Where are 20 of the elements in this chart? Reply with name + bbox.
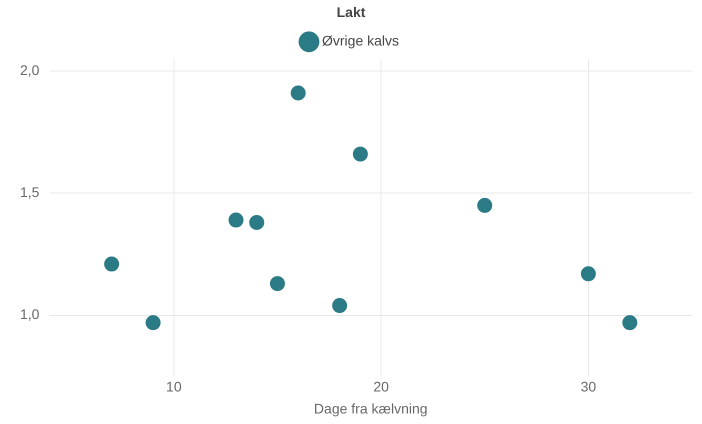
point [477,198,492,213]
x-tick-label: 30 [580,378,596,395]
y-tick-label: 1,5 [20,184,40,200]
x-axis-title: Dage fra kælvning [314,400,428,416]
legend-title: Lakt [336,4,366,20]
point [270,276,285,292]
point [332,298,348,314]
point [146,315,161,330]
x-tick-label: 10 [166,378,182,395]
point [290,86,306,101]
y-tick-label: 1,0 [20,306,40,322]
point [352,146,368,162]
y-tick-label: 2,0 [20,62,40,78]
point [580,266,596,282]
point [104,256,120,272]
point [622,315,638,330]
point [228,212,244,228]
x-tick-label: 20 [373,378,390,395]
legend-label: Øvrige kalvs [322,32,400,49]
point [249,214,264,230]
